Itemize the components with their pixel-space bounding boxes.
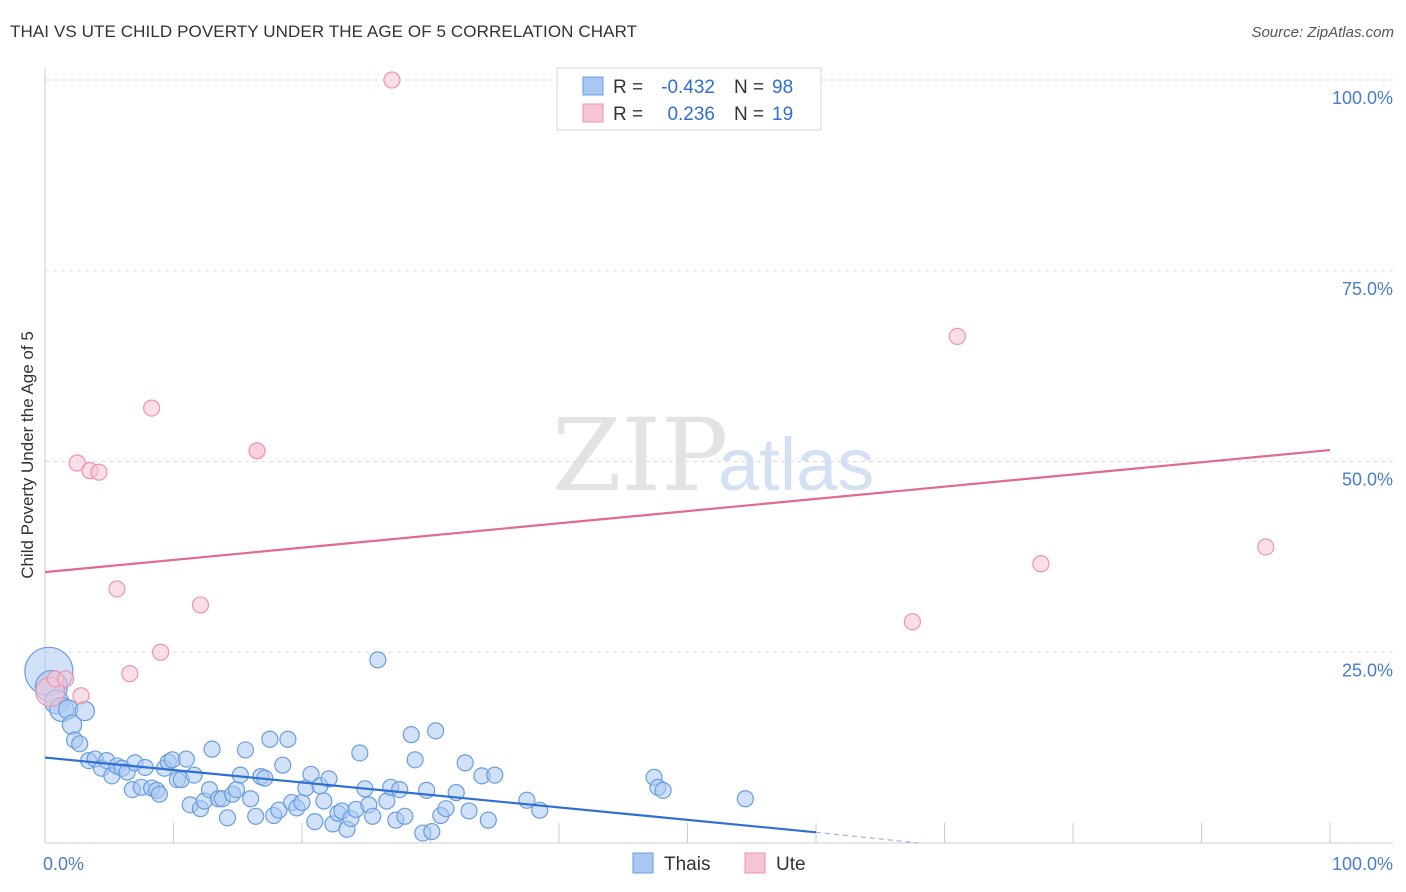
ute-point: [56, 670, 75, 688]
ute-point: [903, 613, 921, 631]
ute-point: [383, 71, 401, 89]
ute-series-label: Ute: [776, 854, 806, 875]
thais-point: [185, 766, 203, 784]
grid-lines: [45, 79, 1393, 843]
thais-point: [396, 807, 414, 825]
chart-title: THAI VS UTE CHILD POVERTY UNDER THE AGE …: [10, 22, 638, 41]
thais-trend-line: [44, 756, 817, 834]
x-tick-label-max: 100.0%: [1332, 854, 1393, 874]
stats-legend: R = -0.432 N = 98 R = 0.236 N = 19: [556, 67, 822, 131]
thais-point: [486, 766, 504, 784]
ute-point: [1257, 538, 1275, 556]
ute-point: [143, 399, 161, 417]
y-axis-label: Child Poverty Under the Age of 5: [18, 331, 37, 579]
thais-point: [437, 800, 455, 818]
thais-point: [293, 793, 311, 812]
thais-series-swatch: [632, 852, 654, 874]
thais-point: [274, 756, 292, 774]
thais-point: [364, 807, 382, 825]
tick-labels: 100.0% 75.0% 50.0% 25.0% 0.0% 100.0%: [43, 88, 1393, 874]
ute-trend-line: [44, 448, 1331, 574]
ute-legend-swatch: [582, 103, 604, 123]
thais-point: [479, 811, 497, 829]
ute-point: [90, 463, 108, 481]
thais-point: [270, 801, 288, 819]
thais-point: [369, 651, 387, 669]
thais-point: [427, 722, 445, 740]
thais-r-label: R =: [613, 77, 643, 98]
data-points: [24, 71, 1275, 842]
ute-point: [108, 580, 126, 598]
x-tick-label-min: 0.0%: [43, 854, 84, 874]
thais-point: [203, 740, 221, 758]
thais-series-label: Thais: [664, 854, 710, 875]
ute-r-label: R =: [613, 104, 643, 125]
ute-point: [152, 643, 170, 661]
ute-point: [68, 454, 86, 472]
thais-point: [654, 781, 672, 799]
watermark-zip: ZIP: [552, 397, 728, 514]
ute-point: [1032, 555, 1050, 573]
thais-point: [218, 809, 237, 827]
y-tick-label: 75.0%: [1342, 279, 1393, 299]
thais-point: [227, 780, 246, 799]
thais-point: [71, 735, 89, 753]
thais-point: [236, 741, 255, 759]
thais-trend-extension: [815, 831, 919, 844]
thais-point: [306, 813, 324, 831]
trend-lines: [44, 448, 1331, 844]
y-tick-label: 50.0%: [1342, 470, 1393, 490]
thais-point: [242, 790, 260, 808]
ute-point: [191, 596, 210, 614]
thais-point: [177, 750, 195, 768]
thais-point: [351, 744, 369, 762]
thais-point: [456, 754, 474, 772]
ute-point: [248, 442, 266, 460]
thais-point: [279, 730, 297, 748]
series-legend: Thais Ute: [632, 852, 806, 875]
thais-n-label: N =: [734, 77, 764, 98]
thais-point: [391, 780, 409, 799]
thais-point: [74, 700, 96, 722]
thais-point: [320, 770, 338, 788]
thais-point: [315, 792, 333, 810]
ute-point: [948, 327, 966, 345]
ute-n-value: 19: [772, 104, 793, 125]
thais-point: [402, 726, 420, 744]
thais-point: [736, 790, 754, 808]
thais-point: [261, 730, 279, 748]
ute-point: [72, 687, 90, 705]
thais-point: [150, 785, 168, 803]
thais-point: [460, 802, 478, 820]
chart-source: Source: ZipAtlas.com: [1251, 24, 1394, 41]
thais-point: [423, 822, 441, 841]
y-tick-label: 25.0%: [1342, 660, 1393, 680]
thais-n-value: 98: [772, 77, 793, 98]
watermark-atlas: atlas: [718, 423, 874, 506]
axes: [44, 68, 1393, 844]
ute-point: [121, 665, 139, 683]
ute-series-swatch: [744, 852, 766, 874]
thais-point: [247, 807, 265, 825]
thais-legend-swatch: [582, 76, 604, 96]
y-tick-label: 100.0%: [1332, 88, 1393, 108]
ute-n-label: N =: [734, 104, 764, 125]
ute-r-value: 0.236: [667, 104, 715, 125]
thais-r-value: -0.432: [661, 77, 715, 98]
thais-point: [406, 751, 424, 769]
